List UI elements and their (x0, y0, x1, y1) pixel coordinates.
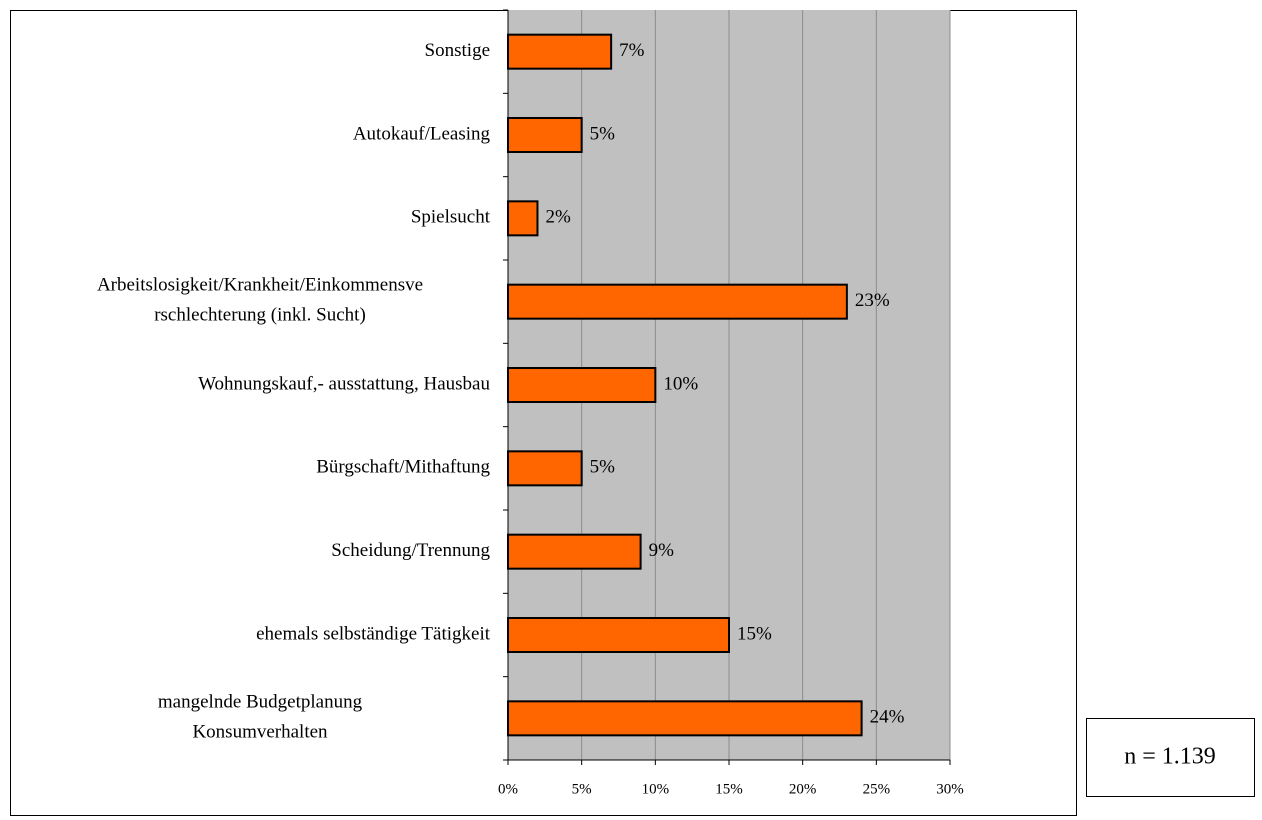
y-tick-label: mangelnde Budgetplanung Konsumverhalten (158, 692, 363, 743)
x-tick-label: 0% (498, 781, 518, 797)
annotation: n = 1.139 (1124, 744, 1216, 770)
value-label: 24% (870, 707, 905, 728)
y-tick-label: Scheidung/Trennung (331, 540, 490, 561)
x-tick-label: 20% (789, 781, 817, 797)
value-label: 7% (619, 40, 645, 61)
value-label: 5% (590, 457, 616, 478)
bar (507, 33, 613, 70)
bar (507, 700, 863, 737)
value-label: 9% (649, 540, 675, 561)
y-tick-label: Bürgschaft/Mithaftung (316, 457, 490, 478)
x-tick-label: 5% (572, 781, 592, 797)
bar (507, 450, 583, 487)
bar (507, 117, 583, 153)
value-label: 2% (545, 207, 571, 228)
y-tick-label: Autokauf/Leasing (353, 123, 491, 144)
bar (507, 533, 642, 570)
bar (507, 617, 730, 653)
x-tick-label: 15% (715, 781, 743, 797)
value-label: 5% (590, 123, 616, 144)
y-tick-label: Spielsucht (411, 207, 491, 228)
y-tick-label: ehemals selbständige Tätigkeit (256, 623, 491, 644)
x-tick-label: 10% (642, 781, 670, 797)
value-label: 23% (855, 290, 890, 311)
y-tick-label: Arbeitslosigkeit/Krankheit/Einkommensve r… (97, 275, 423, 326)
annotation-box (1086, 718, 1255, 797)
bar (507, 200, 539, 237)
value-label: 10% (663, 373, 698, 394)
value-label: 15% (737, 623, 772, 644)
y-tick-label: Sonstige (425, 40, 490, 61)
x-tick-label: 25% (863, 781, 891, 797)
bar (507, 283, 848, 320)
y-tick-label: Wohnungskauf,- ausstattung, Hausbau (198, 373, 490, 394)
x-tick-label: 30% (936, 781, 964, 797)
bar (507, 367, 657, 403)
